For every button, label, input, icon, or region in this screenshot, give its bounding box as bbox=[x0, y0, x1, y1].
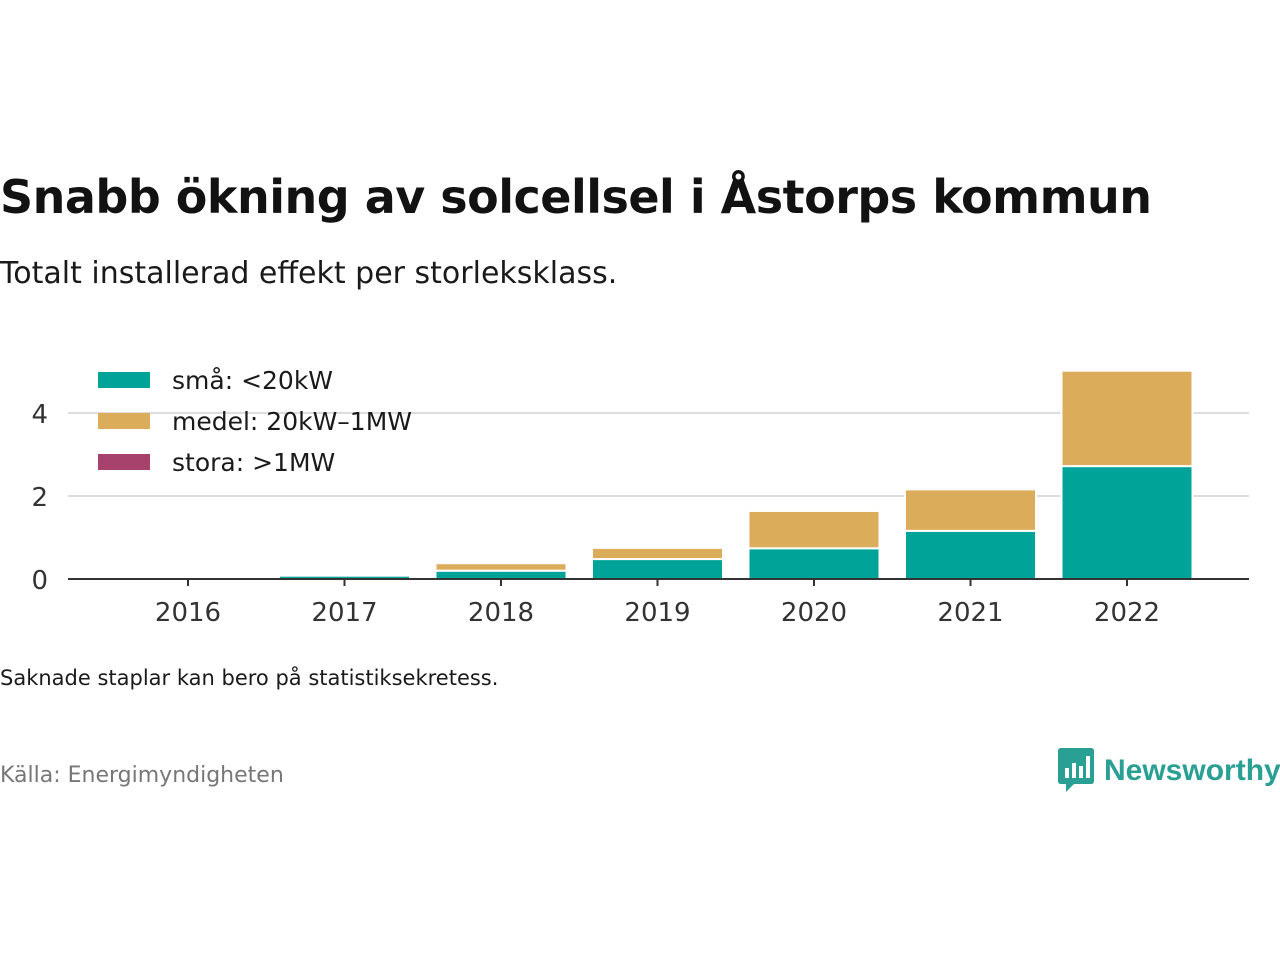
legend-label: små: <20kW bbox=[172, 366, 333, 395]
bar-segment bbox=[904, 488, 1037, 532]
y-tick-label: 2 bbox=[31, 483, 48, 513]
x-tick-label: 2019 bbox=[624, 598, 690, 628]
legend-swatch bbox=[98, 454, 150, 470]
chart-title: Snabb ökning av solcellsel i Åstorps kom… bbox=[0, 170, 1152, 224]
bar-segment bbox=[904, 529, 1037, 580]
legend-swatch bbox=[98, 372, 150, 388]
bar-segment bbox=[591, 558, 724, 581]
newsworthy-logo-icon bbox=[1058, 748, 1094, 792]
bars bbox=[121, 369, 1194, 581]
legend-label: stora: >1MW bbox=[172, 448, 335, 477]
bar-segment bbox=[747, 547, 881, 580]
source-credit: Källa: Energimyndigheten bbox=[0, 763, 284, 788]
bar-segment bbox=[1060, 465, 1194, 580]
y-axis-ticks: 0 2 4 bbox=[31, 400, 48, 596]
x-tick-label: 2022 bbox=[1094, 598, 1160, 628]
x-tick-label: 2020 bbox=[781, 598, 847, 628]
footnote: Saknade staplar kan bero på statistiksek… bbox=[0, 666, 499, 690]
bar-segment bbox=[591, 546, 724, 561]
brand-name: Newsworthy bbox=[1104, 754, 1280, 787]
y-tick-label: 4 bbox=[31, 400, 48, 430]
chart-subtitle: Totalt installerad effekt per storlekskl… bbox=[0, 256, 618, 291]
x-tick-label: 2016 bbox=[155, 598, 221, 628]
legend-swatch bbox=[98, 413, 150, 429]
bar-segment bbox=[434, 569, 568, 580]
gridlines bbox=[68, 412, 1249, 497]
bar-segment bbox=[1060, 369, 1194, 468]
legend: små: <20kW medel: 20kW–1MW stora: >1MW bbox=[98, 366, 412, 477]
legend-label: medel: 20kW–1MW bbox=[172, 407, 412, 436]
x-tick-label: 2021 bbox=[937, 598, 1003, 628]
y-tick-label: 0 bbox=[31, 566, 48, 596]
bar-segment bbox=[434, 562, 568, 572]
bar-segment bbox=[747, 509, 881, 550]
x-tick-label: 2018 bbox=[468, 598, 534, 628]
x-tick-label: 2017 bbox=[311, 598, 377, 628]
x-axis: 2016 2017 2018 2019 2020 2021 2022 bbox=[68, 578, 1249, 628]
brand: Newsworthy bbox=[1058, 748, 1280, 794]
stacked-bar-chart: 0 2 4 2016 2017 2018 2019 2020 2021 2022 små: <2… bbox=[31, 366, 1249, 628]
